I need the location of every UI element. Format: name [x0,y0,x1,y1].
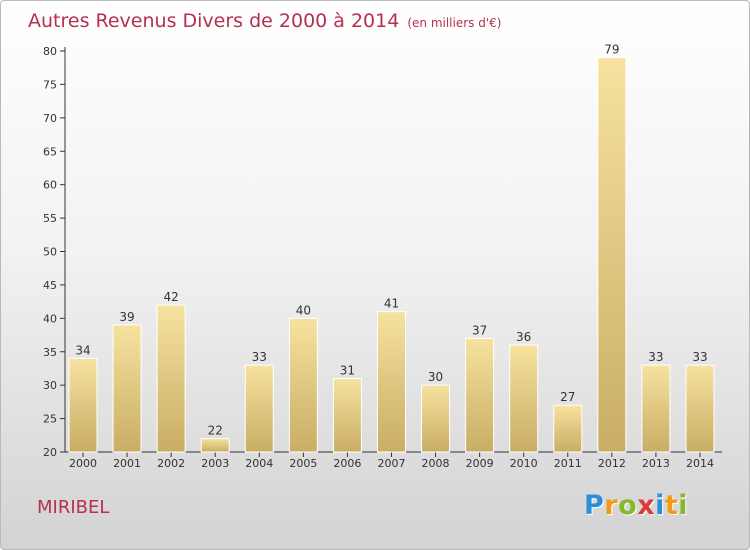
value-label-2014: 33 [692,350,707,364]
y-tick-label: 30 [43,379,57,392]
y-tick-label: 40 [43,312,57,325]
x-tick-label-2003: 2003 [201,457,229,470]
x-tick-label-2008: 2008 [422,457,450,470]
logo-letter: r [604,490,619,521]
x-tick-label-2007: 2007 [377,457,405,470]
chart-title-main: Autres Revenus Divers de 2000 à 2014 [28,10,400,32]
y-tick-label: 25 [43,413,57,426]
chart-title-unit: (en milliers d'€) [407,16,502,30]
y-tick-label: 35 [43,346,57,359]
bar-2011 [553,404,583,453]
bar-2012 [597,57,627,453]
x-tick-label-2010: 2010 [510,457,538,470]
x-tick-label-2014: 2014 [686,457,714,470]
y-axis: 20 25 30 35 40 45 50 55 60 65 70 75 80 [43,45,66,459]
bar-2007 [376,311,406,453]
bar-2006 [332,377,362,453]
bar-2010 [509,344,539,453]
x-tick-label-2005: 2005 [289,457,317,470]
bar-2005 [288,317,318,453]
x-tick-label-2000: 2000 [69,457,97,470]
x-tick-label-2002: 2002 [157,457,185,470]
bar-2008 [421,384,451,453]
y-tick-label: 55 [43,212,57,225]
value-label-2010: 36 [516,330,531,344]
value-label-2002: 42 [163,290,178,304]
value-label-2012: 79 [604,43,619,57]
value-label-2009: 37 [472,323,487,337]
value-label-2006: 31 [340,363,355,377]
x-tick-label-2013: 2013 [642,457,670,470]
proxiti-logo: Proxiti [584,490,688,521]
y-tick-label: 70 [43,112,57,125]
value-label-2008: 30 [428,370,443,384]
y-tick-label: 20 [43,446,57,459]
y-tick-label: 45 [43,279,57,292]
value-label-2007: 41 [384,297,399,311]
commune-name: MIRIBEL [37,497,110,518]
bar-2000 [68,357,98,453]
bar-2009 [465,337,495,453]
x-axis: 2000 2001 2002 2003 2004 2005 2006 2007 2008 2009… [65,451,723,470]
y-tick-label: 65 [43,145,57,158]
x-tick-label-2012: 2012 [598,457,626,470]
logo-letter: t [664,490,679,521]
logo-letter: x [637,490,656,521]
y-tick-label: 80 [43,45,57,58]
x-tick-label-2001: 2001 [113,457,141,470]
value-label-2005: 40 [296,303,311,317]
bar-2003 [200,438,230,453]
value-label-2003: 22 [208,424,223,438]
bar-2004 [244,364,274,453]
bar-2002 [156,304,186,453]
value-label-2000: 34 [75,343,90,357]
bar-2001 [112,324,142,453]
y-tick-label: 75 [43,78,57,91]
value-label-2004: 33 [252,350,267,364]
bar-2014 [685,364,715,453]
value-label-2001: 39 [119,310,134,324]
y-tick-label: 50 [43,246,57,259]
chart-title: Autres Revenus Divers de 2000 à 2014 (en … [28,10,501,32]
logo-letter: P [584,490,605,521]
x-tick-label-2009: 2009 [466,457,494,470]
bars: 34 39 42 22 33 40 31 41 30 37 36 27 79 33 33 [68,43,715,453]
value-label-2013: 33 [648,350,663,364]
value-label-2011: 27 [560,390,575,404]
y-tick-label: 60 [43,179,57,192]
x-tick-label-2006: 2006 [333,457,361,470]
x-tick-label-2004: 2004 [245,457,273,470]
logo-letter: i [655,490,665,521]
logo-letter: i [678,490,689,521]
bar-2013 [641,364,671,453]
logo-letter: o [618,490,638,521]
x-tick-label-2011: 2011 [554,457,582,470]
